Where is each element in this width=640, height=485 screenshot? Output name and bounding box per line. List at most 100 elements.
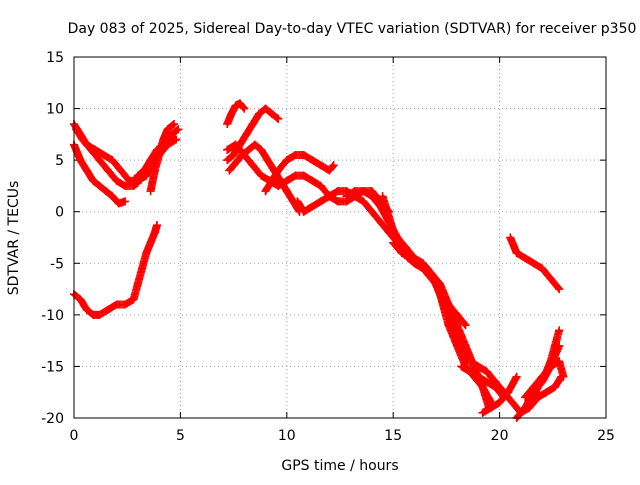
data-point xyxy=(431,279,440,288)
data-point xyxy=(242,130,251,139)
data-point xyxy=(333,187,342,196)
data-point xyxy=(453,310,462,319)
data-point xyxy=(457,341,466,350)
x-tick-label: 15 xyxy=(384,428,402,444)
chart-title: Day 083 of 2025, Sidereal Day-to-day VTE… xyxy=(68,21,637,37)
data-point xyxy=(550,383,559,392)
y-tick-label: 0 xyxy=(55,205,64,221)
data-point xyxy=(291,150,300,159)
data-point xyxy=(133,279,142,288)
x-tick-label: 10 xyxy=(278,428,296,444)
data-point xyxy=(529,259,538,268)
data-point xyxy=(108,156,117,165)
data-point xyxy=(229,161,238,170)
data-point xyxy=(367,192,376,201)
data-point xyxy=(359,197,368,206)
data-point xyxy=(391,233,400,242)
data-point xyxy=(282,187,291,196)
data-point xyxy=(72,125,81,134)
y-tick-label: -15 xyxy=(41,359,64,375)
data-point xyxy=(146,161,155,170)
data-point xyxy=(540,372,549,381)
data-point xyxy=(233,156,242,165)
data-point xyxy=(227,109,236,118)
data-point xyxy=(474,372,483,381)
data-point xyxy=(521,393,530,402)
data-point xyxy=(159,135,168,144)
data-point xyxy=(406,254,415,263)
data-point xyxy=(329,161,338,170)
series-t3 xyxy=(72,125,142,190)
data-point xyxy=(223,156,232,165)
data-point xyxy=(101,187,110,196)
data-point xyxy=(82,166,91,175)
data-point xyxy=(538,264,547,273)
data-point xyxy=(491,383,500,392)
data-point xyxy=(555,326,564,335)
data-point xyxy=(95,310,104,319)
data-point xyxy=(316,197,325,206)
data-point xyxy=(116,166,125,175)
data-point xyxy=(112,300,121,309)
data-point xyxy=(474,362,483,371)
series-t7 xyxy=(70,221,161,319)
data-point xyxy=(465,357,474,366)
y-tick-label: 5 xyxy=(55,153,64,169)
data-point xyxy=(299,150,308,159)
series-t11 xyxy=(223,140,393,216)
y-tick-label: -20 xyxy=(41,411,64,427)
data-point xyxy=(244,145,253,154)
data-point xyxy=(350,187,359,196)
data-point xyxy=(333,197,342,206)
data-point xyxy=(108,192,117,201)
x-tick-label: 5 xyxy=(176,428,185,444)
data-point xyxy=(546,357,555,366)
data-point xyxy=(423,264,432,273)
data-point xyxy=(504,388,513,397)
data-point xyxy=(240,150,249,159)
data-point xyxy=(104,305,113,314)
series-t10 xyxy=(223,99,249,129)
data-point xyxy=(282,176,291,185)
data-point xyxy=(142,248,151,257)
data-point xyxy=(274,166,283,175)
data-point xyxy=(359,187,368,196)
data-point xyxy=(82,305,91,314)
series-t12 xyxy=(261,150,338,196)
data-point xyxy=(267,109,276,118)
data-point xyxy=(299,207,308,216)
data-point xyxy=(138,264,147,273)
data-point xyxy=(448,321,457,330)
data-point xyxy=(546,274,555,283)
data-point xyxy=(495,398,504,407)
data-point xyxy=(521,403,530,412)
data-point xyxy=(542,388,551,397)
data-point xyxy=(478,383,487,392)
series-t21 xyxy=(527,326,564,407)
data-point xyxy=(512,248,521,257)
data-point xyxy=(308,202,317,211)
data-point xyxy=(308,176,317,185)
data-point xyxy=(261,187,270,196)
data-point xyxy=(325,166,334,175)
data-point xyxy=(152,221,161,230)
data-point xyxy=(440,300,449,309)
data-point xyxy=(129,176,138,185)
data-point xyxy=(138,171,147,180)
data-point xyxy=(121,181,130,190)
data-point xyxy=(248,161,257,170)
data-point xyxy=(223,120,232,129)
data-point xyxy=(172,135,181,144)
data-point xyxy=(235,99,244,108)
data-point xyxy=(99,150,108,159)
data-point xyxy=(299,171,308,180)
data-point xyxy=(512,372,521,381)
data-point xyxy=(527,398,536,407)
data-point xyxy=(163,125,172,134)
data-point xyxy=(291,171,300,180)
data-point xyxy=(533,383,542,392)
data-point xyxy=(87,145,96,154)
data-point xyxy=(461,321,470,330)
